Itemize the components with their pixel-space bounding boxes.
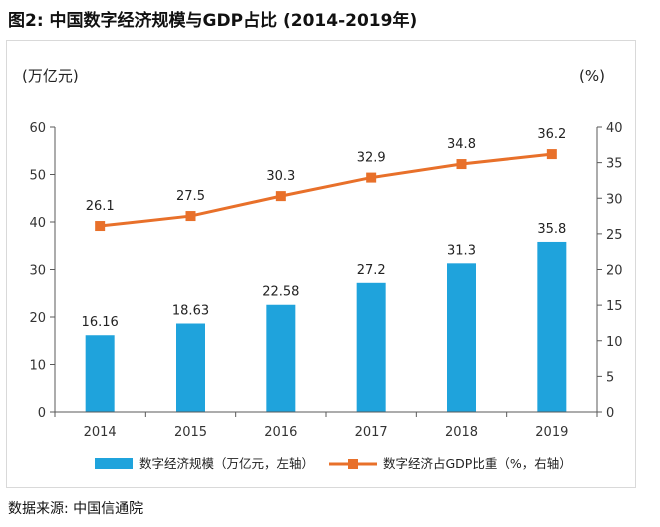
bar-digital-economy <box>537 241 567 412</box>
line-value-label: 32.9 <box>357 151 386 166</box>
bar-value-label: 35.8 <box>537 222 566 237</box>
right-tick-label: 35 <box>606 157 623 172</box>
right-tick-label: 15 <box>606 299 623 314</box>
line-value-label: 36.2 <box>537 127 566 142</box>
x-tick-label: 2016 <box>264 425 297 440</box>
left-tick-label: 30 <box>29 264 46 279</box>
right-tick-label: 30 <box>606 192 623 207</box>
right-tick-label: 25 <box>606 228 623 243</box>
bar-value-label: 22.58 <box>262 285 299 300</box>
right-axis-label: (%) <box>579 67 605 85</box>
line-point-marker <box>95 221 106 232</box>
x-tick-label: 2017 <box>355 425 388 440</box>
bar-digital-economy <box>447 263 476 412</box>
bar-digital-economy <box>266 304 296 412</box>
right-tick-label: 20 <box>606 264 623 279</box>
line-point-marker <box>275 191 286 202</box>
x-tick-label: 2014 <box>84 425 117 440</box>
bar-digital-economy <box>356 282 386 412</box>
line-point-marker <box>546 149 557 160</box>
left-tick-label: 20 <box>29 311 46 326</box>
legend-line-marker <box>348 459 358 469</box>
figure-title: 图2: 中国数字经济规模与GDP占比 (2014-2019年) <box>8 11 418 31</box>
right-tick-label: 40 <box>606 121 623 136</box>
x-tick-label: 2018 <box>445 425 478 440</box>
chart-frame <box>6 40 636 488</box>
left-tick-label: 60 <box>29 121 46 136</box>
right-tick-label: 5 <box>606 370 614 385</box>
bar-value-label: 31.3 <box>447 243 476 258</box>
bar-value-label: 27.2 <box>357 263 386 278</box>
bar-digital-economy <box>85 335 115 412</box>
left-tick-label: 10 <box>29 359 46 374</box>
line-point-marker <box>366 172 377 183</box>
line-value-label: 27.5 <box>176 189 205 204</box>
legend-bar-swatch <box>95 458 133 469</box>
bar-value-label: 18.63 <box>172 304 209 319</box>
x-tick-label: 2019 <box>535 425 568 440</box>
line-value-label: 30.3 <box>266 169 295 184</box>
left-tick-label: 50 <box>29 169 46 184</box>
line-point-marker <box>456 159 467 170</box>
legend-bar-label: 数字经济规模（万亿元，左轴） <box>139 456 314 471</box>
bar-value-label: 16.16 <box>82 315 119 330</box>
line-point-marker <box>185 211 196 222</box>
bar-digital-economy <box>176 323 205 412</box>
left-tick-label: 0 <box>38 406 46 421</box>
legend-line-label: 数字经济占GDP比重（%，右轴） <box>383 456 572 471</box>
line-value-label: 26.1 <box>86 199 115 214</box>
x-tick-label: 2015 <box>174 425 207 440</box>
left-tick-label: 40 <box>29 216 46 231</box>
right-tick-label: 0 <box>606 406 614 421</box>
line-value-label: 34.8 <box>447 137 476 152</box>
left-axis-label: (万亿元) <box>22 67 79 85</box>
right-tick-label: 10 <box>606 335 623 350</box>
source-note: 数据来源: 中国信通院 <box>8 501 144 517</box>
line-gdp-share <box>100 152 552 228</box>
